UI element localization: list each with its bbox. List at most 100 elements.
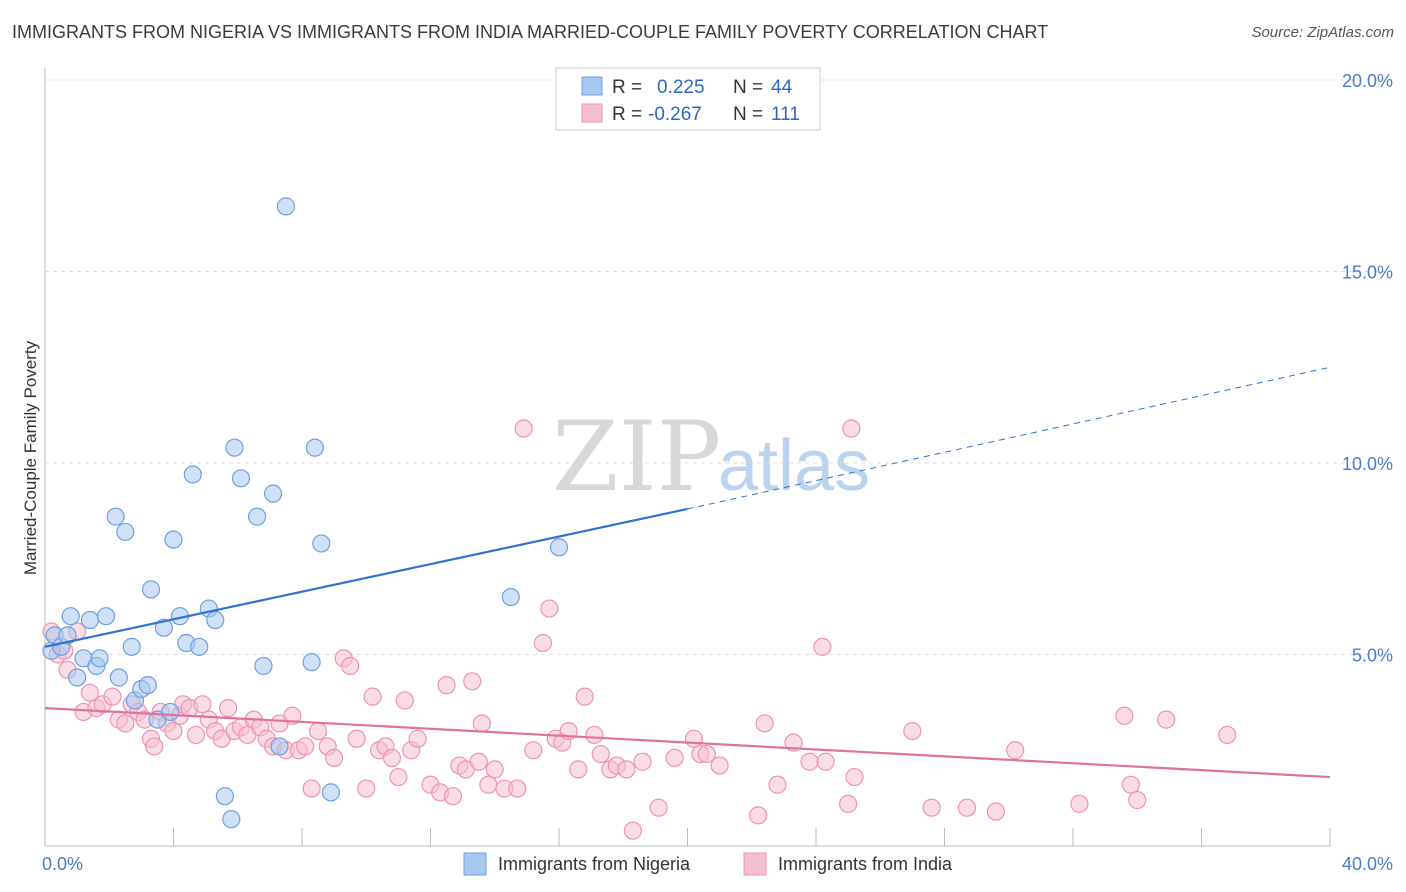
nigeria-point bbox=[231, 469, 251, 488]
legend-n-label-india: N = bbox=[733, 104, 763, 125]
nigeria-point bbox=[302, 653, 321, 672]
india-point bbox=[80, 683, 100, 702]
india-point bbox=[617, 760, 636, 779]
legend-n-value-india: 111 bbox=[771, 104, 800, 125]
india-point bbox=[710, 756, 729, 775]
nigeria-point bbox=[106, 507, 125, 526]
india-point bbox=[524, 741, 543, 760]
y-tick-label: 15.0% bbox=[1342, 263, 1393, 283]
nigeria-point bbox=[263, 484, 283, 503]
india-point bbox=[283, 706, 302, 725]
nigeria-point bbox=[161, 702, 180, 722]
india-point bbox=[219, 699, 238, 718]
bottom-legend-swatch-india bbox=[743, 852, 767, 876]
india-point bbox=[186, 725, 206, 745]
india-point bbox=[623, 821, 642, 840]
points-layer bbox=[42, 197, 1237, 840]
watermark-atlas: atlas bbox=[718, 426, 870, 506]
india-point bbox=[103, 687, 122, 706]
india-point bbox=[755, 714, 774, 733]
legend-n-value-nigeria: 44 bbox=[771, 77, 793, 98]
nigeria-point bbox=[206, 610, 225, 630]
y-tick-label: 20.0% bbox=[1342, 71, 1393, 91]
india-point bbox=[514, 419, 533, 438]
nigeria-point bbox=[164, 530, 183, 549]
nigeria-point bbox=[276, 197, 296, 216]
india-trend-line bbox=[44, 707, 1331, 779]
bottom-legend: Immigrants from Nigeria Immigrants from … bbox=[463, 852, 953, 876]
nigeria-point bbox=[254, 656, 273, 676]
nigeria-point bbox=[138, 676, 157, 695]
india-point bbox=[633, 752, 652, 771]
legend-n-label-nigeria: N = bbox=[733, 77, 763, 98]
india-point bbox=[649, 798, 668, 817]
nigeria-point bbox=[222, 810, 241, 829]
india-point bbox=[164, 721, 183, 741]
india-point bbox=[749, 806, 768, 825]
top-legend: R = 0.225 N = 44 R = -0.267 N = 111 bbox=[555, 67, 821, 131]
nigeria-point bbox=[58, 626, 77, 645]
india-point bbox=[585, 725, 604, 745]
india-point bbox=[508, 779, 527, 798]
nigeria-point bbox=[549, 538, 569, 557]
x-tick-label-max: 40.0% bbox=[1342, 854, 1393, 874]
bottom-legend-swatch-nigeria bbox=[463, 852, 487, 876]
nigeria-point bbox=[247, 507, 267, 526]
india-point bbox=[540, 599, 559, 618]
india-point bbox=[784, 733, 803, 752]
nigeria-point bbox=[312, 534, 331, 553]
india-point bbox=[395, 691, 414, 710]
nigeria-point bbox=[225, 438, 244, 457]
india-point bbox=[347, 729, 366, 748]
india-point bbox=[193, 695, 212, 714]
x-tick-label-min: 0.0% bbox=[42, 854, 83, 874]
legend-r-value-nigeria: 0.225 bbox=[657, 77, 705, 98]
india-point bbox=[922, 798, 941, 817]
nigeria-point bbox=[190, 637, 209, 656]
nigeria-point bbox=[80, 610, 100, 630]
india-point bbox=[1218, 725, 1237, 745]
india-point bbox=[463, 672, 482, 691]
india-point bbox=[325, 748, 344, 768]
india-point bbox=[485, 760, 504, 779]
india-point bbox=[591, 744, 610, 764]
india-point bbox=[569, 760, 588, 779]
legend-r-label-india: R = bbox=[612, 104, 642, 125]
india-point bbox=[665, 748, 684, 768]
nigeria-point bbox=[141, 580, 161, 599]
india-point bbox=[839, 794, 858, 813]
nigeria-point bbox=[183, 465, 202, 484]
india-point bbox=[1006, 741, 1025, 760]
india-point bbox=[1115, 706, 1134, 725]
trend-layer bbox=[44, 366, 1331, 779]
nigeria-point bbox=[109, 668, 128, 687]
india-point bbox=[479, 775, 498, 794]
india-point bbox=[341, 656, 360, 676]
india-point bbox=[469, 752, 488, 771]
india-point bbox=[845, 767, 864, 787]
india-point bbox=[1121, 775, 1140, 794]
legend-swatch-india bbox=[581, 103, 603, 123]
grid-layer bbox=[45, 79, 1392, 655]
legend-r-value-india: -0.267 bbox=[648, 104, 702, 125]
india-point bbox=[1070, 794, 1089, 813]
india-point bbox=[533, 633, 553, 653]
nigeria-point bbox=[68, 668, 87, 687]
india-point bbox=[389, 767, 408, 787]
india-point bbox=[575, 687, 594, 706]
y-tick-labels: 5.0% 10.0% 15.0% 20.0% bbox=[1342, 71, 1393, 666]
nigeria-point bbox=[96, 607, 116, 626]
nigeria-point bbox=[90, 649, 109, 668]
nigeria-point bbox=[116, 522, 135, 542]
india-point bbox=[363, 687, 382, 706]
nigeria-point bbox=[321, 783, 341, 802]
y-axis-label: Married-Couple Family Poverty bbox=[21, 340, 40, 575]
india-point bbox=[986, 802, 1006, 821]
india-point bbox=[382, 748, 402, 768]
bottom-legend-label-nigeria: Immigrants from Nigeria bbox=[498, 854, 691, 874]
x-tick-marks bbox=[44, 828, 1331, 846]
india-point bbox=[308, 721, 328, 741]
nigeria-point bbox=[270, 737, 289, 756]
india-point bbox=[816, 752, 835, 771]
